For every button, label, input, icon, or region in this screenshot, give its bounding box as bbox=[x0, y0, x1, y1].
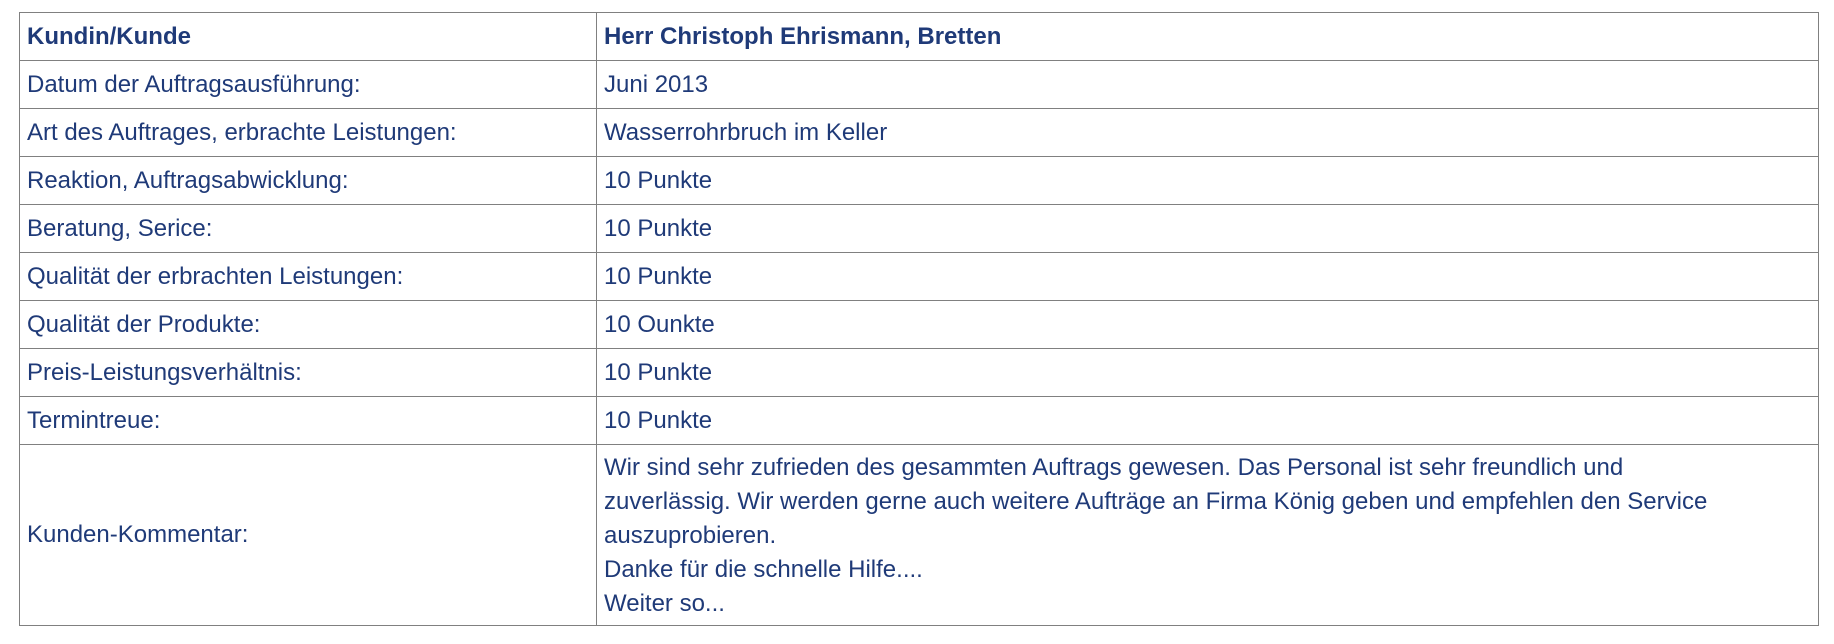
comment-line: Wir sind sehr zufrieden des gesammten Au… bbox=[604, 454, 1624, 481]
comment-line: Danke für die schnelle Hilfe.... bbox=[604, 556, 923, 583]
table-row: Reaktion, Auftragsabwicklung: 10 Punkte bbox=[19, 156, 1819, 205]
row-label: Qualität der erbrachten Leistungen: bbox=[19, 252, 597, 301]
table-header-row: Kundin/Kunde Herr Christoph Ehrismann, B… bbox=[19, 12, 1819, 61]
row-value: Juni 2013 bbox=[596, 60, 1819, 109]
comment-line: zuverlässig. Wir werden gerne auch weite… bbox=[604, 488, 1708, 515]
row-value: 10 Punkte bbox=[596, 156, 1819, 205]
row-value: Wasserrohrbruch im Keller bbox=[596, 108, 1819, 157]
table-row: Preis-Leistungsverhältnis: 10 Punkte bbox=[19, 348, 1819, 397]
row-label: Termintreue: bbox=[19, 396, 597, 445]
table-row: Datum der Auftragsausführung: Juni 2013 bbox=[19, 60, 1819, 109]
row-label: Beratung, Serice: bbox=[19, 204, 597, 253]
row-value: 10 Punkte bbox=[596, 204, 1819, 253]
table-row: Qualität der erbrachten Leistungen: 10 P… bbox=[19, 252, 1819, 301]
comment-line: auszuprobieren. bbox=[604, 522, 777, 549]
customer-label: Kundin/Kunde bbox=[19, 12, 597, 61]
row-value: 10 Ounkte bbox=[596, 300, 1819, 349]
customer-review-table: Kundin/Kunde Herr Christoph Ehrismann, B… bbox=[19, 12, 1819, 626]
row-value: 10 Punkte bbox=[596, 348, 1819, 397]
customer-name: Herr Christoph Ehrismann, Bretten bbox=[596, 12, 1819, 61]
table-row: Beratung, Serice: 10 Punkte bbox=[19, 204, 1819, 253]
comment-row: Kunden-Kommentar: Wir sind sehr zufriede… bbox=[19, 444, 1819, 626]
comment-line: Weiter so... bbox=[604, 590, 725, 617]
row-value: 10 Punkte bbox=[596, 396, 1819, 445]
row-value: 10 Punkte bbox=[596, 252, 1819, 301]
table-row: Termintreue: 10 Punkte bbox=[19, 396, 1819, 445]
row-label: Art des Auftrages, erbrachte Leistungen: bbox=[19, 108, 597, 157]
table-row: Art des Auftrages, erbrachte Leistungen:… bbox=[19, 108, 1819, 157]
row-label: Reaktion, Auftragsabwicklung: bbox=[19, 156, 597, 205]
table-row: Qualität der Produkte: 10 Ounkte bbox=[19, 300, 1819, 349]
comment-label: Kunden-Kommentar: bbox=[19, 444, 597, 626]
comment-text: Wir sind sehr zufrieden des gesammten Au… bbox=[596, 444, 1819, 626]
row-label: Preis-Leistungsverhältnis: bbox=[19, 348, 597, 397]
row-label: Datum der Auftragsausführung: bbox=[19, 60, 597, 109]
row-label: Qualität der Produkte: bbox=[19, 300, 597, 349]
